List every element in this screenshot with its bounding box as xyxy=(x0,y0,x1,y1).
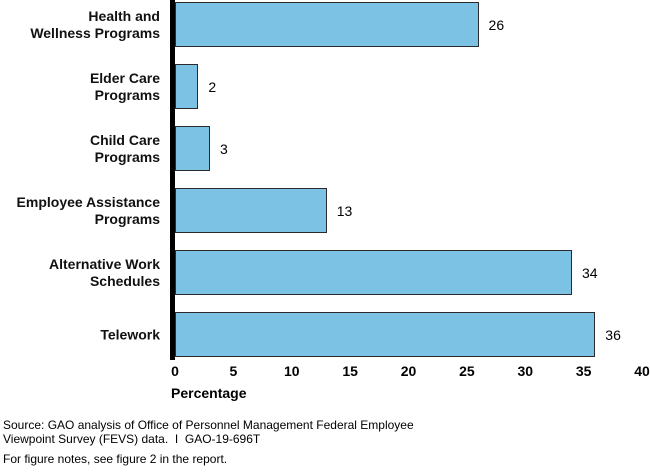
value-label: 26 xyxy=(488,16,505,33)
bar xyxy=(175,2,479,47)
bar xyxy=(175,126,211,171)
value-label: 2 xyxy=(208,78,217,95)
category-label: Employee Assistance Programs xyxy=(16,193,160,227)
figure-notes: For figure notes, see figure 2 in the re… xyxy=(3,452,228,466)
source-text-line2: Viewpoint Survey (FEVS) data. I GAO-19-6… xyxy=(3,431,261,446)
x-tick-label: 10 xyxy=(283,363,300,379)
plot-area: 26 2 3 13 34 36 xyxy=(175,0,642,360)
x-tick-label: 25 xyxy=(459,363,475,379)
value-label: 3 xyxy=(220,140,228,157)
category-label: Health and Wellness Programs xyxy=(30,7,160,41)
category-label: Telework xyxy=(100,326,160,342)
x-tick-label: 0 xyxy=(171,363,179,379)
x-tick-label: 35 xyxy=(575,363,592,379)
source-text: Source: GAO analysis of Office of Person… xyxy=(3,418,414,446)
category-label: Alternative Work Schedules xyxy=(49,255,160,289)
source-text-line1: Source: GAO analysis of Office of Person… xyxy=(3,418,414,432)
x-axis-title: Percentage xyxy=(171,385,247,401)
x-tick-label: 20 xyxy=(400,363,417,379)
value-label: 13 xyxy=(336,202,353,219)
bar xyxy=(175,250,572,295)
bar xyxy=(175,188,327,233)
category-label: Child Care Programs xyxy=(89,131,160,165)
category-labels-column: Health and Wellness Programs Elder Care Pro… xyxy=(0,0,166,360)
y-axis-line xyxy=(170,0,175,360)
bar xyxy=(175,312,596,357)
value-label: 36 xyxy=(605,326,621,343)
category-label: Elder Care Programs xyxy=(89,69,160,103)
bar xyxy=(175,64,199,109)
x-tick-label: 30 xyxy=(517,363,534,379)
x-tick-label: 15 xyxy=(342,363,358,379)
x-tick-label: 40 xyxy=(634,363,650,379)
x-axis-ticks: 0 5 10 15 20 25 30 35 40 xyxy=(171,363,650,379)
x-tick-label: 5 xyxy=(229,363,238,379)
value-label: 34 xyxy=(581,264,598,281)
